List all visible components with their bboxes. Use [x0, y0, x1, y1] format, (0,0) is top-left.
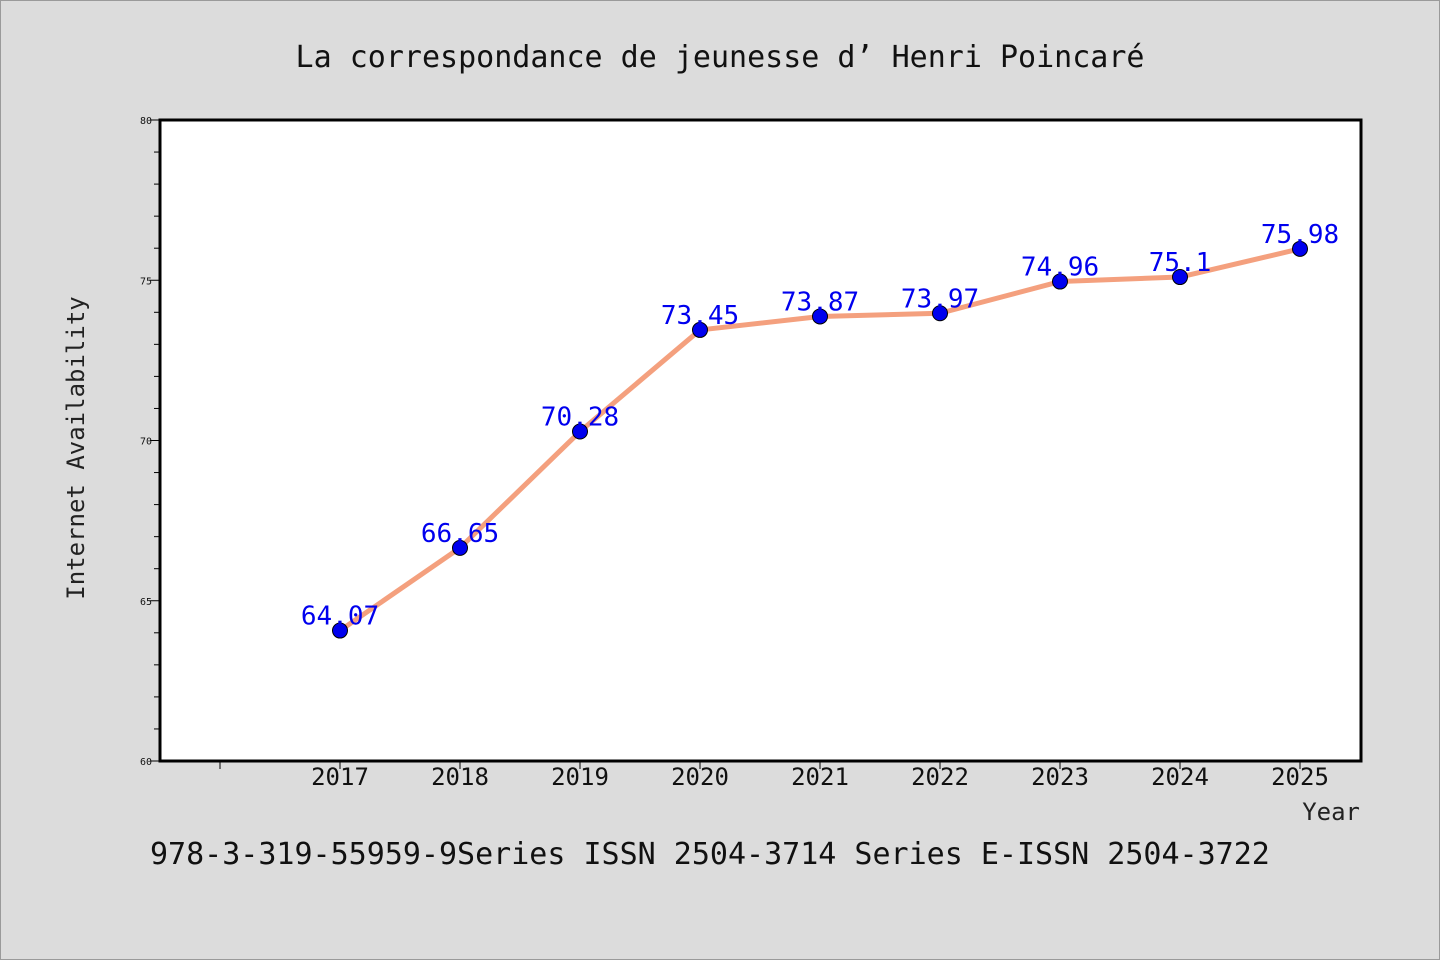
x-tick-label: 2017 — [311, 763, 369, 791]
y-tick-label: 70 — [140, 437, 152, 448]
data-label: 75.98 — [1261, 220, 1339, 250]
x-axis: 2017 2018 2019 2020 2021 2022 2023 2024 2025 — [219, 761, 1329, 791]
x-tick-label: 2019 — [551, 763, 609, 791]
data-label: 66.65 — [421, 519, 499, 549]
x-tick-label: 2021 — [791, 763, 849, 791]
data-label: 74.96 — [1021, 253, 1099, 283]
chart-title: La correspondance de jeunesse d’ Henri P… — [296, 40, 1145, 75]
x-tick-label: 2022 — [911, 763, 969, 791]
x-tick-label: 2025 — [1271, 763, 1329, 791]
x-tick-label: 2020 — [671, 763, 729, 791]
x-tick-label: 2024 — [1151, 763, 1209, 791]
y-axis-label: Internet Availability — [62, 296, 90, 599]
data-point — [692, 321, 708, 338]
data-point — [332, 622, 348, 639]
x-tick-label: 2018 — [431, 763, 489, 791]
data-point — [812, 308, 828, 325]
data-point — [1052, 273, 1068, 290]
y-tick-label: 80 — [140, 116, 152, 127]
data-label: 64.07 — [301, 602, 379, 632]
data-point — [1292, 240, 1308, 257]
data-label: 73.45 — [661, 301, 739, 331]
x-tick-label: 2023 — [1031, 763, 1089, 791]
data-point — [452, 539, 468, 556]
data-label: 75.1 — [1149, 248, 1212, 278]
data-point — [932, 305, 948, 322]
data-point — [1172, 269, 1188, 286]
series-layer: 64.07 66.65 70.28 73.45 73.87 73.97 74.96 75.1 7… — [301, 220, 1339, 639]
y-tick-label: 65 — [140, 597, 152, 608]
y-tick-label: 75 — [140, 276, 152, 287]
footer-text: 978-3-319-55959-9Series ISSN 2504-3714 S… — [150, 837, 1270, 872]
data-label: 70.28 — [541, 403, 619, 433]
x-axis-label: Year — [1302, 798, 1360, 826]
y-tick-label: 60 — [140, 757, 152, 768]
data-label: 73.87 — [781, 287, 859, 317]
data-point — [572, 423, 588, 440]
plot-area — [158, 118, 1363, 763]
y-axis: 60 65 70 75 80 — [140, 116, 160, 768]
data-label: 73.97 — [901, 284, 979, 314]
